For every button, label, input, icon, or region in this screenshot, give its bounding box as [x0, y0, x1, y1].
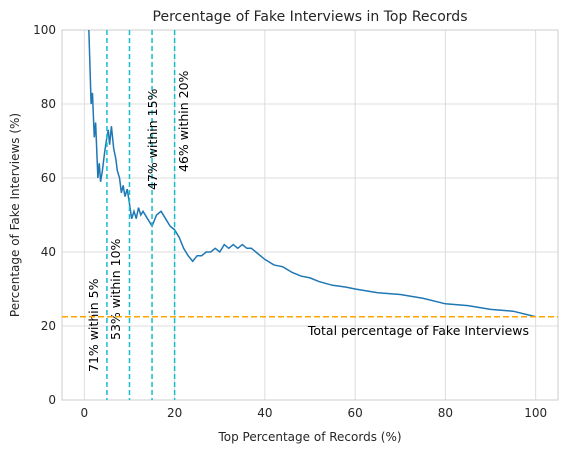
- x-tick-label: 40: [257, 406, 272, 420]
- annotation: 46% within 20%: [176, 70, 191, 172]
- annotation: 53% within 10%: [108, 238, 123, 340]
- x-tick-label: 60: [347, 406, 362, 420]
- plot-frame: [61, 29, 559, 401]
- annotation: 47% within 15%: [145, 88, 160, 190]
- data-line: [88, 30, 536, 318]
- x-tick-label: 100: [524, 406, 547, 420]
- y-axis-label: Percentage of Fake Interviews (%): [8, 113, 22, 317]
- x-tick-label: 20: [167, 406, 182, 420]
- x-tick-label: 0: [81, 406, 89, 420]
- x-tick-label: 80: [438, 406, 453, 420]
- y-tick-label: 0: [48, 393, 56, 407]
- y-tick-label: 100: [33, 23, 56, 37]
- x-axis-label: Top Percentage of Records (%): [217, 430, 401, 444]
- y-tick-label: 20: [41, 319, 56, 333]
- y-tick-label: 60: [41, 171, 56, 185]
- annotation: Total percentage of Fake Interviews: [307, 323, 529, 338]
- annotation: 71% within 5%: [86, 278, 101, 372]
- plot-area: [88, 30, 536, 318]
- y-tick-label: 80: [41, 97, 56, 111]
- chart-title: Percentage of Fake Interviews in Top Rec…: [153, 9, 468, 25]
- y-tick-label: 40: [41, 245, 56, 259]
